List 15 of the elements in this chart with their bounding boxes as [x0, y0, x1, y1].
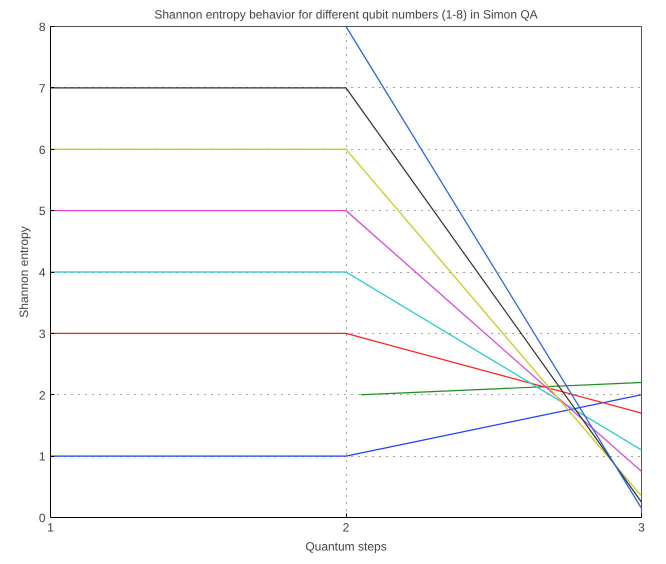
y-tick-label: 4 — [38, 266, 46, 280]
y-tick-label: 6 — [38, 142, 46, 157]
y-tick-label: 8 — [38, 20, 46, 34]
y-axis-title: Shannon entropy — [16, 226, 31, 318]
y-tick-label: 5 — [38, 204, 46, 218]
y-tick-label: 0 — [38, 511, 46, 525]
x-tick-label: 1 — [47, 520, 54, 534]
y-tick-label: 7 — [38, 81, 46, 96]
y-tick-label: 2 — [38, 388, 46, 402]
x-tick-label: 2 — [342, 520, 350, 534]
chart-title: Shannon entropy behavior for different qubit numbers (1-8) in Simon QA — [154, 8, 538, 22]
x-tick-label: 3 — [638, 520, 646, 534]
y-tick-label: 3 — [38, 326, 46, 341]
y-tick-label: 1 — [38, 450, 46, 464]
x-axis-title: Quantum steps — [305, 540, 387, 554]
